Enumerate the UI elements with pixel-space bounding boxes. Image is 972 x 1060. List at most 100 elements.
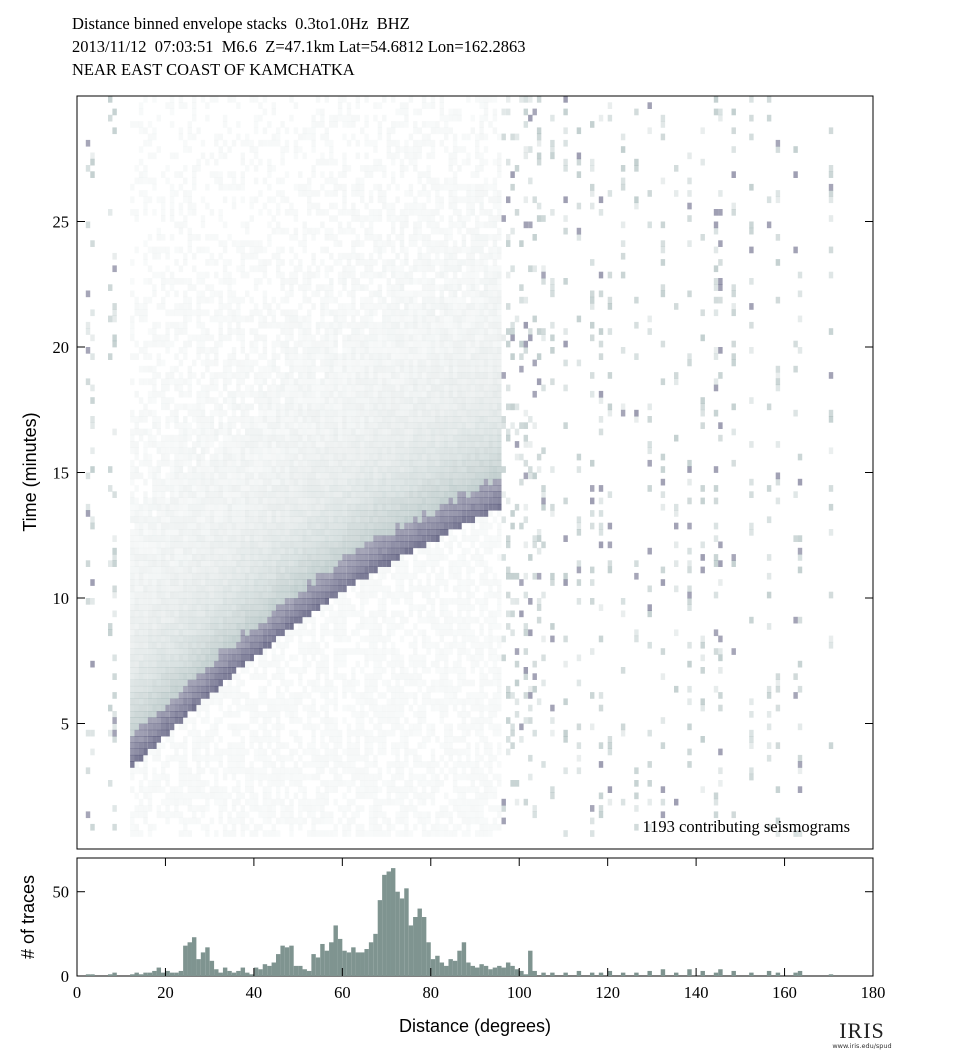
heatmap-column xyxy=(404,102,409,837)
histogram-bar xyxy=(749,972,754,976)
heatmap-column xyxy=(731,108,736,819)
histogram-bar xyxy=(647,970,652,976)
histogram-bar xyxy=(687,969,692,976)
histogram-axis: 0 50 0 20 40 60 80 100 120 140 160 180 xyxy=(53,858,885,1002)
heatmap-column xyxy=(245,133,250,831)
histogram-bar xyxy=(187,942,192,976)
histogram-bar xyxy=(444,965,449,976)
heatmap-column xyxy=(293,102,299,825)
heatmap-column xyxy=(143,96,148,825)
heatmap-column xyxy=(576,127,582,775)
histogram-bar xyxy=(466,962,471,976)
heatmap-column xyxy=(178,96,184,837)
heatmap-column xyxy=(138,102,144,837)
histogram-bar xyxy=(302,969,307,976)
heatmap-column xyxy=(236,102,241,825)
heatmap-column xyxy=(634,108,639,831)
histogram-bar xyxy=(178,970,184,976)
histogram-bar xyxy=(209,960,215,976)
histogram-bar xyxy=(130,974,135,976)
histogram-bar xyxy=(492,967,498,976)
heatmap-column xyxy=(408,96,414,837)
histogram-bar xyxy=(797,970,803,976)
heatmap-column xyxy=(342,96,347,837)
histogram-bar xyxy=(775,972,781,976)
heatmap-column xyxy=(828,127,834,749)
histogram-bar xyxy=(395,891,400,976)
histogram-bar xyxy=(541,972,546,976)
histogram-bar xyxy=(439,962,445,976)
heatmap-column xyxy=(307,127,312,837)
y-tick-label: 10 xyxy=(53,589,70,608)
heatmap-column xyxy=(196,127,201,825)
heatmap-column xyxy=(660,114,666,819)
histogram-bar xyxy=(563,972,568,976)
histogram-bar xyxy=(457,950,462,976)
histogram-bar xyxy=(452,960,458,976)
heatmap-column xyxy=(183,102,188,837)
heatmap-column xyxy=(674,165,679,806)
histogram-bar xyxy=(355,952,361,976)
heatmap-column xyxy=(435,121,440,837)
histogram-bar xyxy=(589,972,595,976)
heatmap-column xyxy=(718,108,723,787)
histogram-bar xyxy=(488,969,493,976)
histogram-bar xyxy=(713,972,719,976)
heatmap-column xyxy=(377,102,383,837)
heatmap-column xyxy=(647,102,652,831)
x-tick-label: 100 xyxy=(507,983,532,1002)
histogram-bar xyxy=(90,974,95,976)
heatmap-column xyxy=(492,96,498,831)
histogram-bar xyxy=(461,942,467,976)
x-tick-label: 140 xyxy=(684,983,709,1002)
iris-logo-url: www.iris.edu/spud xyxy=(832,1042,892,1050)
histogram-bar xyxy=(107,974,113,976)
histogram-bar xyxy=(528,950,533,976)
histogram-bar xyxy=(253,967,259,976)
heatmap-column xyxy=(360,127,365,837)
heatmap-column xyxy=(90,152,95,831)
histogram-bar xyxy=(501,967,506,976)
heatmap-column xyxy=(797,271,803,837)
heatmap-column xyxy=(461,133,467,837)
histogram-bar xyxy=(448,959,453,976)
histogram-bar xyxy=(731,970,736,976)
heatmap-column xyxy=(399,102,405,837)
heatmap-column xyxy=(452,108,458,837)
heatmap-column xyxy=(267,121,272,837)
heatmap-column xyxy=(382,96,387,837)
heatmap-column xyxy=(174,152,179,819)
histogram-bar xyxy=(337,938,343,976)
heatmap-column xyxy=(200,96,206,831)
heatmap-y-label: Time (minutes) xyxy=(20,412,40,531)
heatmap-column xyxy=(532,108,537,819)
heatmap-column xyxy=(510,133,515,787)
histogram-bar xyxy=(183,945,188,976)
heatmap-column xyxy=(134,121,139,837)
histogram-bar xyxy=(196,959,201,976)
histogram-bar xyxy=(280,945,285,976)
heatmap-column xyxy=(598,114,604,819)
histogram-bar xyxy=(156,967,162,976)
histogram-bar xyxy=(598,972,604,976)
heatmap-column xyxy=(426,102,431,837)
heatmap-column xyxy=(430,96,436,837)
histogram-bar xyxy=(143,972,148,976)
histogram-bar xyxy=(267,965,272,976)
heatmap-column xyxy=(156,114,162,819)
heatmap-column xyxy=(231,96,237,837)
heatmap-axis: 5 10 15 20 25 xyxy=(53,213,873,734)
heatmap-column xyxy=(541,215,546,768)
x-tick-label: 40 xyxy=(246,983,263,1002)
heatmap-column xyxy=(302,127,307,825)
histogram-bar xyxy=(169,972,175,976)
heatmap-column xyxy=(687,152,692,768)
heatmap-column xyxy=(417,108,422,825)
histogram-bar xyxy=(360,952,365,976)
heatmap-column xyxy=(368,139,374,837)
heatmap-column xyxy=(240,139,246,837)
heatmap-column xyxy=(793,146,798,837)
histogram-bar xyxy=(382,874,387,976)
histogram-bar xyxy=(421,917,427,976)
